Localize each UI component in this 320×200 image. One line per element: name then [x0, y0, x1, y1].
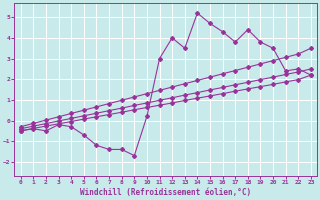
X-axis label: Windchill (Refroidissement éolien,°C): Windchill (Refroidissement éolien,°C): [80, 188, 252, 197]
